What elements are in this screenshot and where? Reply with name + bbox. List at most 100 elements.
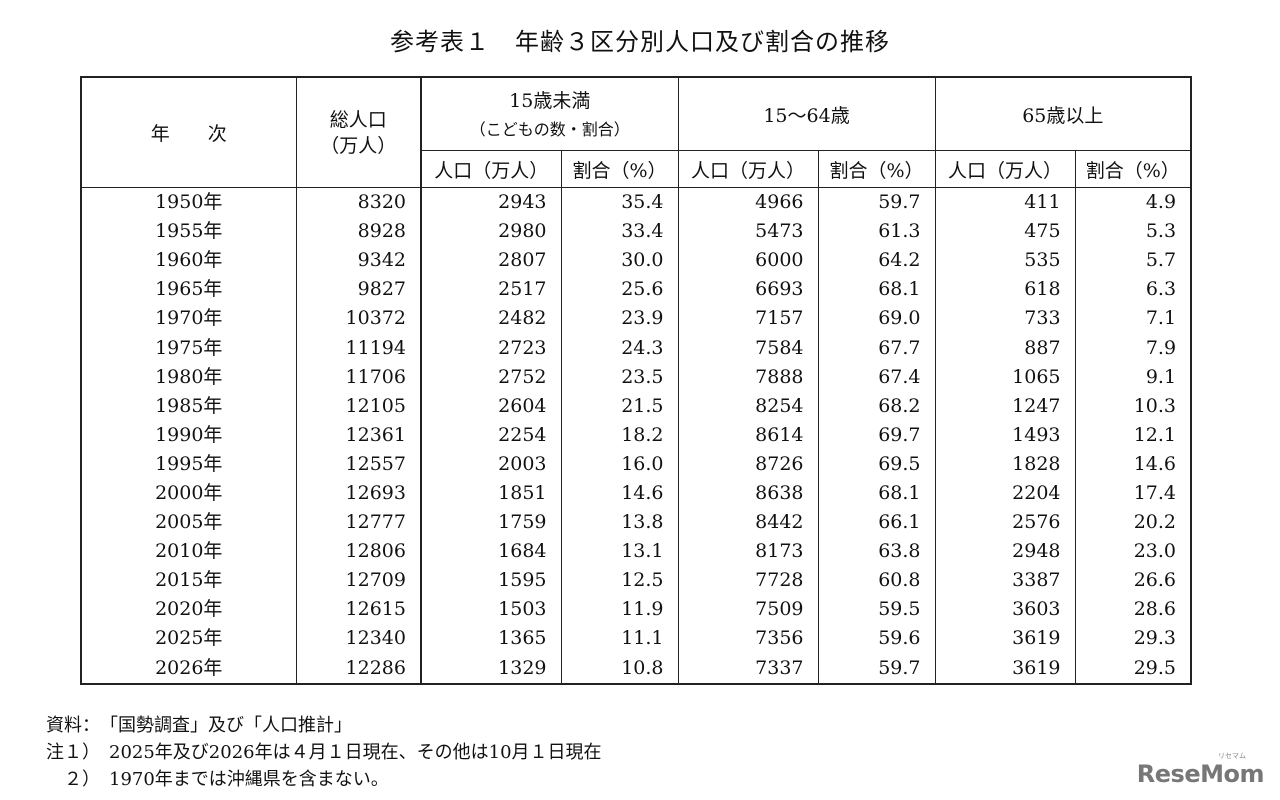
cell-under15-pop: 1851 — [420, 478, 562, 509]
population-table: 年 次 総人口 （万人） 15歳未満 （こどもの数・割合） 15～64歳 65歳… — [80, 76, 1193, 685]
cell-year: 1985年 — [80, 391, 297, 421]
cell-senior-ratio: 6.3 — [1074, 275, 1192, 305]
cell-year: 1995年 — [80, 449, 297, 479]
cell-mid-ratio: 69.7 — [817, 420, 936, 450]
cell-under15-ratio: 11.9 — [560, 595, 679, 625]
cell-under15-ratio: 24.3 — [560, 333, 679, 363]
header-ratio: 割合（%） — [817, 150, 936, 188]
cell-total: 12340 — [295, 624, 422, 654]
cell-under15-pop: 2723 — [420, 333, 562, 363]
cell-under15-ratio: 21.5 — [560, 391, 679, 421]
cell-senior-ratio: 7.1 — [1074, 304, 1192, 334]
cell-senior-pop: 618 — [934, 275, 1076, 305]
cell-under15-ratio: 13.1 — [560, 537, 679, 567]
table-row: 2005年 12777 1759 13.8 8442 66.1 2576 20.2 — [80, 508, 1192, 538]
cell-senior-ratio: 12.1 — [1074, 420, 1192, 450]
cell-senior-ratio: 29.5 — [1074, 653, 1192, 684]
cell-under15-pop: 2943 — [420, 187, 562, 218]
cell-mid-ratio: 69.5 — [817, 449, 936, 479]
cell-under15-pop: 1329 — [420, 653, 562, 684]
cell-mid-pop: 4966 — [677, 187, 819, 218]
cell-mid-ratio: 61.3 — [817, 217, 936, 247]
header-15-64: 15～64歳 — [677, 76, 936, 151]
cell-year: 2026年 — [80, 653, 297, 684]
cell-senior-ratio: 28.6 — [1074, 595, 1192, 625]
cell-senior-ratio: 20.2 — [1074, 508, 1192, 538]
cell-mid-ratio: 64.2 — [817, 246, 936, 276]
cell-year: 1950年 — [80, 187, 297, 218]
cell-under15-ratio: 35.4 — [560, 187, 679, 218]
cell-senior-ratio: 10.3 — [1074, 391, 1192, 421]
cell-mid-pop: 7337 — [677, 653, 819, 684]
note-source: 資料： 「国勢調査」及び「人口推計」 — [46, 715, 352, 736]
cell-under15-pop: 2003 — [420, 449, 562, 479]
header-total: 総人口 （万人） — [295, 76, 422, 188]
cell-total: 12361 — [295, 420, 422, 450]
cell-year: 2005年 — [80, 508, 297, 538]
cell-mid-pop: 8726 — [677, 449, 819, 479]
table-row: 2020年 12615 1503 11.9 7509 59.5 3603 28.6 — [80, 595, 1192, 625]
cell-senior-ratio: 14.6 — [1074, 449, 1192, 479]
cell-total: 9342 — [295, 246, 422, 276]
cell-under15-ratio: 12.5 — [560, 566, 679, 596]
cell-under15-ratio: 30.0 — [560, 246, 679, 276]
cell-mid-ratio: 60.8 — [817, 566, 936, 596]
cell-total: 12557 — [295, 449, 422, 479]
header-under15-label: 15歳未満 — [509, 90, 591, 112]
logo-text: ReseMom — [1136, 760, 1265, 788]
cell-mid-ratio: 68.1 — [817, 275, 936, 305]
cell-year: 2020年 — [80, 595, 297, 625]
cell-year: 2025年 — [80, 624, 297, 654]
cell-under15-pop: 2752 — [420, 362, 562, 392]
header-ratio: 割合（%） — [1074, 150, 1192, 188]
logo-small-text: リセマム — [1218, 752, 1246, 760]
header-pop: 人口（万人） — [677, 150, 819, 188]
table-row: 2000年 12693 1851 14.6 8638 68.1 2204 17.4 — [80, 478, 1192, 509]
cell-total: 11194 — [295, 333, 422, 363]
cell-mid-ratio: 69.0 — [817, 304, 936, 334]
cell-total: 12693 — [295, 478, 422, 509]
cell-senior-ratio: 5.7 — [1074, 246, 1192, 276]
cell-mid-ratio: 68.2 — [817, 391, 936, 421]
cell-year: 2010年 — [80, 537, 297, 567]
cell-senior-ratio: 7.9 — [1074, 333, 1192, 363]
cell-under15-pop: 2604 — [420, 391, 562, 421]
cell-mid-ratio: 59.5 — [817, 595, 936, 625]
cell-under15-pop: 1595 — [420, 566, 562, 596]
note-2: ２） 1970年までは沖縄県を含まない。 — [46, 769, 389, 790]
cell-senior-pop: 2576 — [934, 508, 1076, 538]
cell-total: 11706 — [295, 362, 422, 392]
cell-mid-pop: 8638 — [677, 478, 819, 509]
table-row: 1950年 8320 2943 35.4 4966 59.7 411 4.9 — [80, 187, 1192, 218]
cell-under15-ratio: 33.4 — [560, 217, 679, 247]
cell-total: 8320 — [295, 187, 422, 218]
cell-under15-pop: 1759 — [420, 508, 562, 538]
table-row: 2015年 12709 1595 12.5 7728 60.8 3387 26.6 — [80, 566, 1192, 596]
cell-senior-ratio: 5.3 — [1074, 217, 1192, 247]
table-row: 1985年 12105 2604 21.5 8254 68.2 1247 10.3 — [80, 391, 1192, 421]
cell-senior-pop: 3387 — [934, 566, 1076, 596]
cell-mid-pop: 7584 — [677, 333, 819, 363]
cell-under15-pop: 2482 — [420, 304, 562, 334]
cell-total: 9827 — [295, 275, 422, 305]
cell-under15-pop: 2254 — [420, 420, 562, 450]
cell-mid-pop: 5473 — [677, 217, 819, 247]
cell-mid-ratio: 63.8 — [817, 537, 936, 567]
cell-senior-pop: 3603 — [934, 595, 1076, 625]
cell-senior-ratio: 4.9 — [1074, 187, 1192, 218]
header-pop: 人口（万人） — [934, 150, 1076, 188]
cell-mid-pop: 8254 — [677, 391, 819, 421]
header-total-unit: （万人） — [320, 134, 397, 157]
cell-year: 2000年 — [80, 478, 297, 509]
cell-senior-pop: 475 — [934, 217, 1076, 247]
cell-senior-pop: 887 — [934, 333, 1076, 363]
cell-senior-ratio: 23.0 — [1074, 537, 1192, 567]
cell-mid-ratio: 67.7 — [817, 333, 936, 363]
cell-mid-pop: 7728 — [677, 566, 819, 596]
cell-under15-ratio: 23.5 — [560, 362, 679, 392]
header-ratio: 割合（%） — [560, 150, 679, 188]
cell-year: 2015年 — [80, 566, 297, 596]
header-pop: 人口（万人） — [420, 150, 562, 188]
cell-senior-pop: 3619 — [934, 624, 1076, 654]
cell-year: 1990年 — [80, 420, 297, 450]
